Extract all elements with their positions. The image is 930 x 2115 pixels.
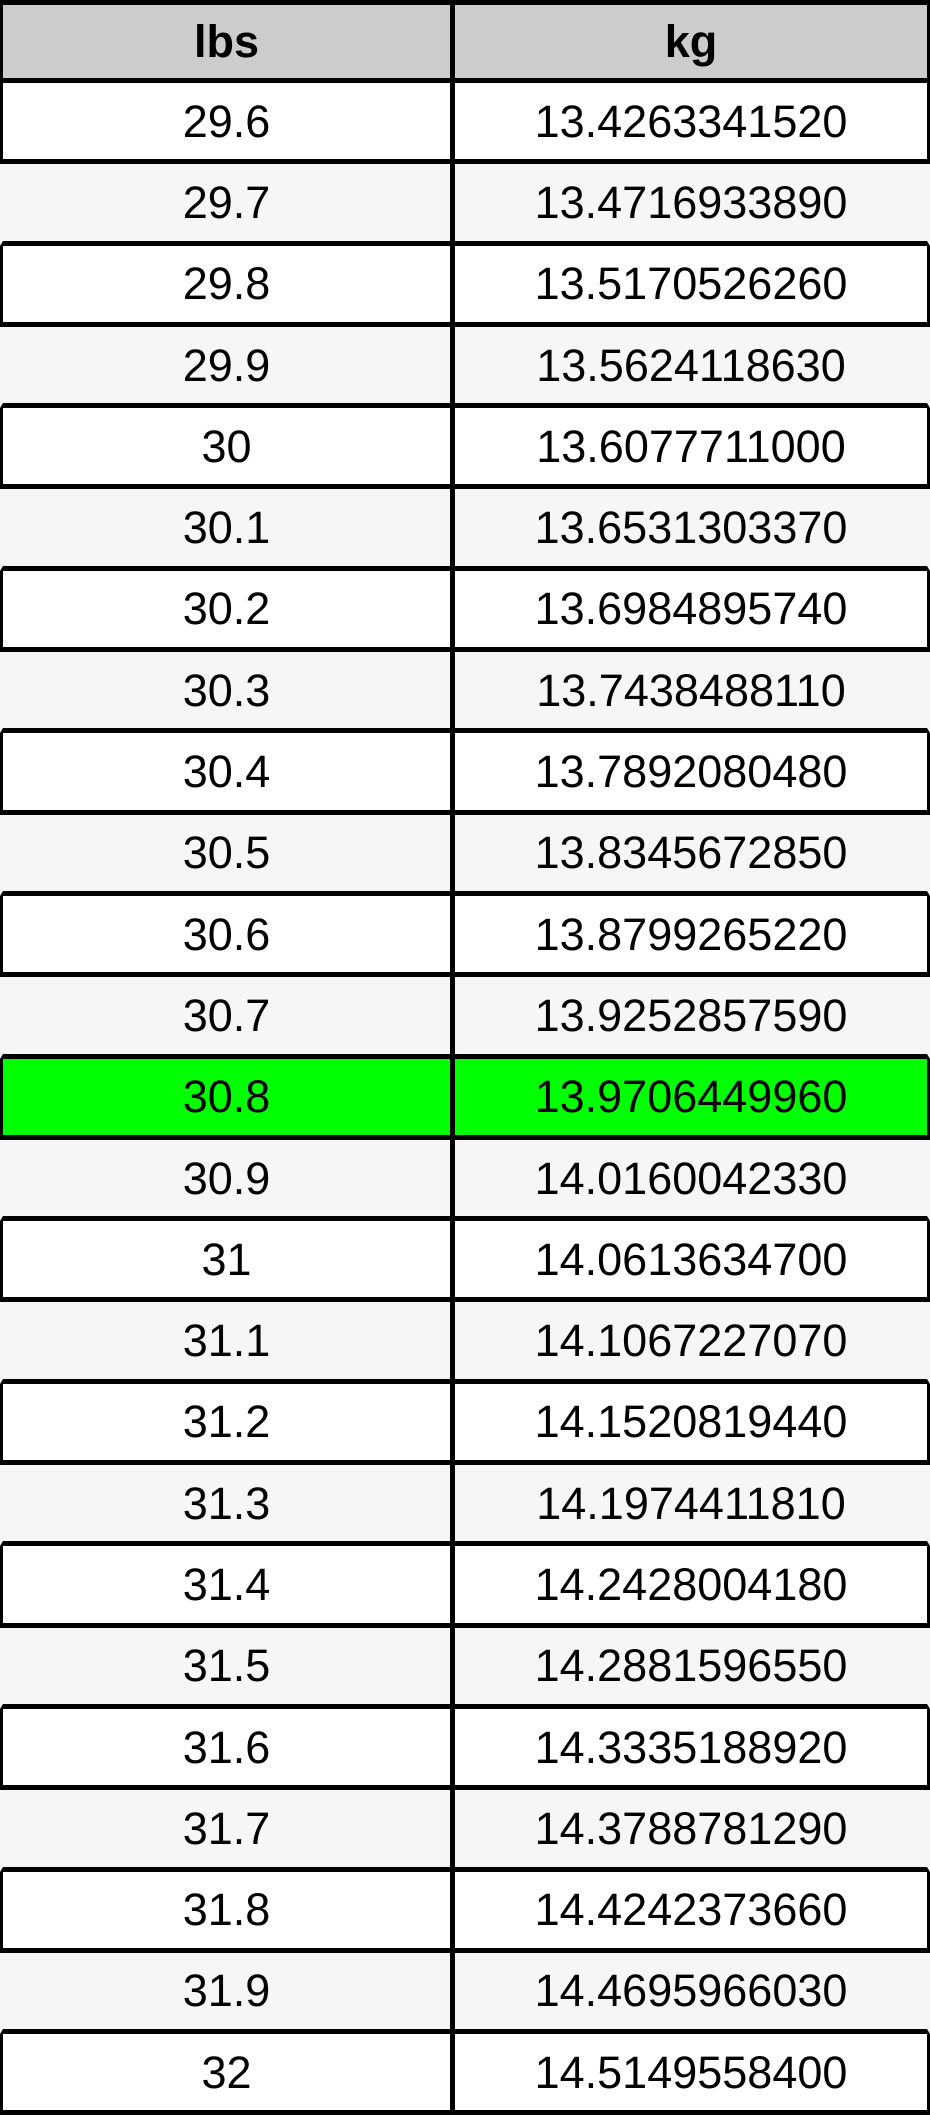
- kg-cell: 14.5149558400: [534, 2046, 848, 2098]
- lbs-cell: 29.8: [3, 245, 455, 322]
- kg-cell: 14.0160042330: [534, 1152, 848, 1204]
- kg-cell: 14.3335188920: [534, 1721, 848, 1773]
- lbs-cell: 30.3: [3, 652, 455, 729]
- table-row: 30.2 13.6984895740: [0, 570, 930, 653]
- lbs-cell: 31.3: [3, 1465, 455, 1542]
- table-row: 30.7 13.9252857590: [0, 977, 930, 1059]
- kg-cell: 13.6984895740: [534, 583, 848, 635]
- table-row: 31.2 14.1520819440: [0, 1383, 930, 1466]
- table-row: 29.8 13.5170526260: [0, 245, 930, 327]
- table-row: 30.1 13.6531303370: [0, 489, 930, 571]
- kg-cell: 14.1974411810: [536, 1477, 846, 1529]
- lbs-cell: 31.9: [3, 1952, 455, 2030]
- table-row: 30 13.6077711000: [0, 408, 930, 490]
- lbs-cell: 30.7: [3, 977, 455, 1054]
- kg-cell: 14.4695966030: [534, 1965, 848, 2017]
- kg-cell: 13.7892080480: [534, 746, 848, 798]
- table-row: 31.4 14.2428004180: [0, 1546, 930, 1628]
- table-row: 29.6 13.4263341520: [0, 83, 930, 165]
- lbs-cell: 29.9: [3, 326, 455, 404]
- table-row: 30.5 13.8345672850: [0, 814, 930, 896]
- header-lbs: lbs: [3, 5, 455, 78]
- lbs-cell: 29.6: [3, 83, 455, 160]
- lbs-cell: 31.8: [3, 1871, 455, 1948]
- kg-cell: 13.7438488110: [536, 664, 846, 716]
- lbs-cell: 30.8: [3, 1058, 455, 1135]
- lbs-cell: 30.9: [3, 1139, 455, 1217]
- table-row: 29.7 13.4716933890: [0, 164, 930, 246]
- table-row: 32 14.5149558400: [0, 2034, 930, 2115]
- lbs-cell: 30.1: [3, 489, 455, 566]
- kg-cell: 13.8345672850: [534, 827, 848, 879]
- table-row: 30.4 13.7892080480: [0, 733, 930, 815]
- lbs-cell: 31.7: [3, 1790, 455, 1867]
- lbs-cell: 31: [3, 1221, 455, 1298]
- table-header: lbs kg: [0, 5, 930, 83]
- lbs-cell: 30.6: [3, 895, 455, 973]
- kg-cell: 13.4716933890: [534, 176, 848, 228]
- kg-cell: 13.4263341520: [534, 95, 848, 147]
- lbs-cell: 31.6: [3, 1708, 455, 1786]
- table-body: 29.6 13.4263341520 29.7 13.4716933890 29…: [0, 83, 930, 2115]
- lbs-cell: 30: [3, 408, 455, 485]
- kg-cell: 14.2428004180: [534, 1558, 848, 1610]
- table-row: 31.3 14.1974411810: [0, 1465, 930, 1547]
- table-row: 30.3 13.7438488110: [0, 652, 930, 734]
- table-row-highlighted: 30.8 13.9706449960: [0, 1058, 930, 1140]
- table-row: 31.9 14.4695966030: [0, 1952, 930, 2035]
- lbs-cell: 31.2: [3, 1383, 455, 1461]
- table-row: 31 14.0613634700: [0, 1221, 930, 1303]
- kg-cell: 13.6077711000: [536, 420, 846, 472]
- kg-cell: 13.6531303370: [534, 502, 848, 554]
- lbs-cell: 29.7: [3, 164, 455, 241]
- table-row: 30.6 13.8799265220: [0, 895, 930, 978]
- table-row: 31.1 14.1067227070: [0, 1302, 930, 1384]
- kg-cell: 14.3788781290: [534, 1802, 848, 1854]
- kg-cell: 13.9706449960: [534, 1071, 848, 1123]
- lbs-cell: 31.1: [3, 1302, 455, 1379]
- kg-cell: 13.5170526260: [534, 258, 848, 310]
- lbs-cell: 31.5: [3, 1627, 455, 1704]
- lbs-cell: 32: [3, 2034, 455, 2111]
- table-row: 31.7 14.3788781290: [0, 1790, 930, 1872]
- table-row: 31.6 14.3335188920: [0, 1708, 930, 1791]
- table-row: 31.5 14.2881596550: [0, 1627, 930, 1709]
- lbs-cell: 30.2: [3, 570, 455, 648]
- table-row: 29.9 13.5624118630: [0, 326, 930, 409]
- kg-cell: 13.5624118630: [536, 339, 846, 391]
- lbs-cell: 30.4: [3, 733, 455, 810]
- kg-cell: 14.2881596550: [534, 1640, 848, 1692]
- lbs-cell: 31.4: [3, 1546, 455, 1623]
- kg-cell: 14.0613634700: [534, 1233, 848, 1285]
- header-kg: kg: [664, 16, 718, 67]
- kg-cell: 14.1520819440: [534, 1396, 848, 1448]
- lbs-cell: 30.5: [3, 814, 455, 891]
- kg-cell: 13.9252857590: [534, 989, 848, 1041]
- kg-cell: 14.1067227070: [534, 1315, 848, 1367]
- table-row: 30.9 14.0160042330: [0, 1139, 930, 1222]
- kg-cell: 13.8799265220: [534, 908, 848, 960]
- kg-cell: 14.4242373660: [534, 1884, 848, 1936]
- table-row: 31.8 14.4242373660: [0, 1871, 930, 1953]
